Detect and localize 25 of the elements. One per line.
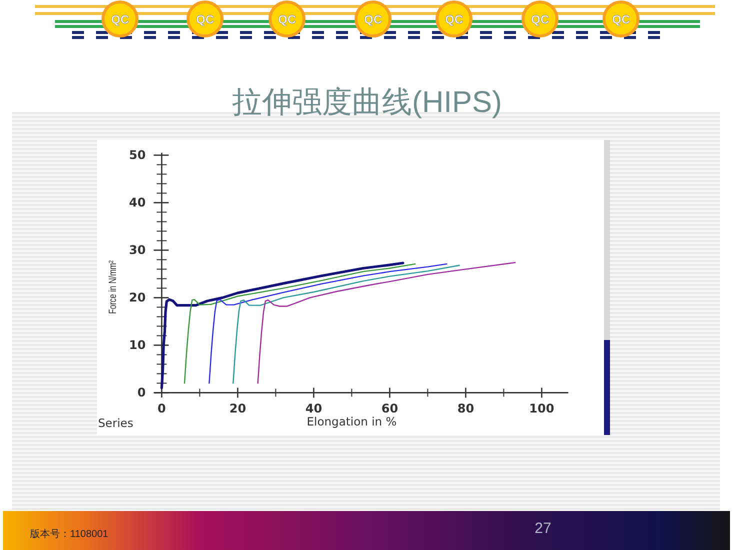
x-tick-label: 0 (158, 402, 166, 416)
y-tick-label: 0 (137, 386, 146, 400)
y-tick-label: 30 (128, 243, 146, 258)
x-tick-label: 20 (229, 402, 246, 416)
y-tick-label: 10 (128, 338, 146, 352)
x-tick-label: 100 (529, 402, 554, 416)
text: QC (445, 12, 463, 26)
x-tick-label: 80 (457, 402, 474, 416)
text: Series (98, 416, 134, 430)
chart-title: 拉伸强度曲线(HIPS) (232, 86, 502, 119)
x-tick-label: 60 (381, 402, 398, 416)
text: QC (364, 12, 382, 26)
text: 版本号：1108001 (30, 528, 109, 540)
y-axis-title: Force in N/mm² (106, 260, 118, 314)
text: QC (111, 12, 129, 26)
x-tick-label: 40 (305, 402, 322, 416)
y-tick-label: 50 (128, 148, 146, 162)
text: QC (278, 12, 296, 26)
text: QC (196, 12, 214, 26)
text: QC (612, 12, 630, 26)
y-tick-label: 40 (128, 196, 146, 210)
text: 27 (534, 520, 552, 537)
text: QC (531, 12, 549, 26)
y-tick-label: 20 (128, 290, 146, 305)
x-axis-title: Elongation in % (306, 414, 397, 429)
